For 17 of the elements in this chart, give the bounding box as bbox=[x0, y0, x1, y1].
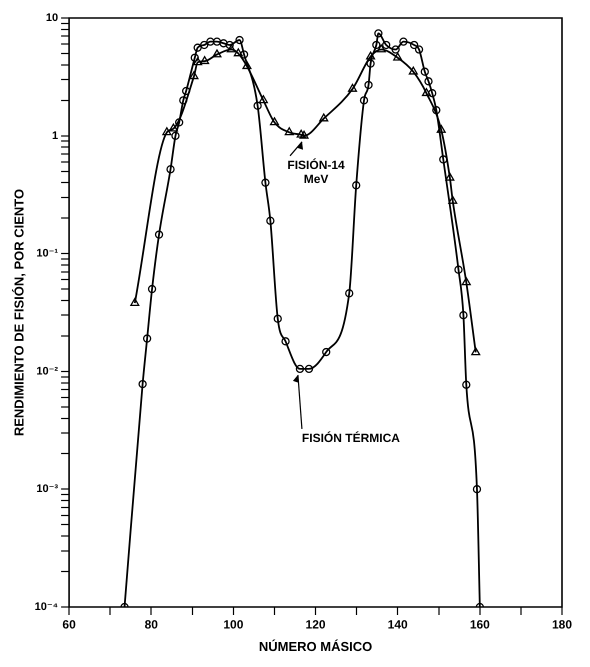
y-tick-label: 10⁻² bbox=[36, 365, 58, 378]
y-tick-label: 1 bbox=[52, 130, 58, 142]
annotation: FISIÓN TÉRMICA bbox=[302, 431, 400, 446]
x-tick-label: 140 bbox=[388, 618, 408, 632]
annotation: FISIÓN-14 MeV bbox=[287, 158, 346, 186]
x-axis-title: NÚMERO MÁSICO bbox=[258, 638, 372, 654]
x-tick-label: 80 bbox=[144, 618, 158, 632]
x-tick-label: 60 bbox=[62, 618, 76, 632]
x-tick-label: 120 bbox=[306, 618, 326, 632]
x-tick-label: 160 bbox=[470, 618, 490, 632]
x-tick-label: 180 bbox=[552, 618, 572, 632]
x-tick-label: 100 bbox=[223, 618, 244, 632]
y-tick-label: 10⁻⁴ bbox=[34, 601, 58, 614]
y-tick-label: 10⁻³ bbox=[36, 483, 58, 496]
y-tick-label: 10⁻¹ bbox=[36, 248, 58, 260]
y-axis-title: RENDIMIENTO DE FISIÓN, POR CIENTO bbox=[11, 188, 26, 436]
y-tick-label: 10 bbox=[46, 12, 58, 24]
